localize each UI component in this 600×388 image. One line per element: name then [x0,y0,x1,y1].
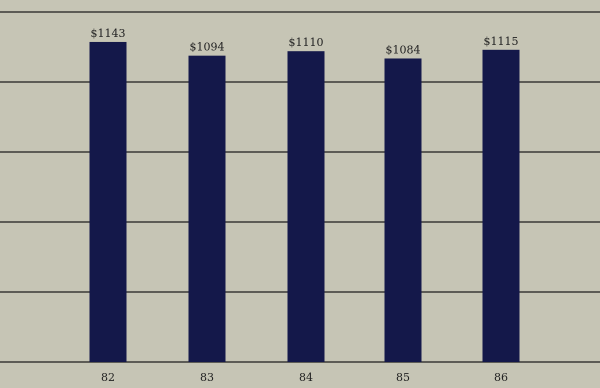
x-tick-label-86: 86 [494,371,508,384]
x-tick-label-83: 83 [200,371,214,384]
bar-84 [287,51,325,362]
bar-83 [188,55,226,363]
x-tick-label-85: 85 [396,371,410,384]
x-axis-ticks: 82 83 84 85 86 [101,371,508,384]
data-label-83: $1094 [190,41,225,54]
data-label-84: $1110 [289,36,324,49]
bars [89,41,520,363]
bar-86 [482,49,520,363]
data-label-86: $1115 [484,35,519,48]
bar-82 [89,41,127,363]
x-tick-label-84: 84 [299,371,313,384]
data-label-82: $1143 [91,27,126,40]
data-labels: $1143 $1094 $1110 $1084 $1115 [91,27,519,57]
x-tick-label-82: 82 [101,371,115,384]
data-label-85: $1084 [386,43,421,56]
bar-85 [384,58,422,362]
